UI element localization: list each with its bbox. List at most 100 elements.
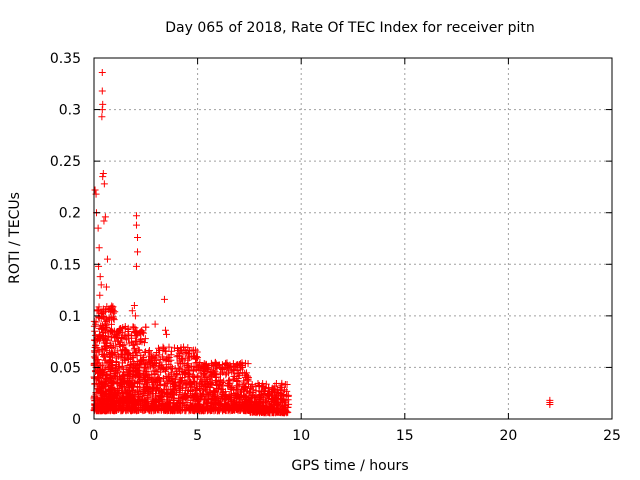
data-point [103, 315, 111, 323]
data-point [119, 393, 127, 401]
data-point [228, 368, 236, 376]
data-point [243, 369, 251, 377]
data-point [110, 316, 118, 324]
data-point [109, 314, 117, 322]
data-point [140, 357, 148, 365]
data-point [95, 244, 103, 252]
data-point [211, 387, 219, 395]
data-point [143, 395, 151, 403]
data-point [130, 360, 138, 368]
data-point [161, 326, 169, 334]
data-point [242, 395, 250, 403]
data-point [212, 373, 220, 381]
data-point [227, 362, 235, 370]
data-point [112, 332, 120, 340]
data-point [205, 380, 213, 388]
data-point [237, 386, 245, 394]
data-point [118, 396, 126, 404]
data-point [132, 212, 140, 220]
data-point [152, 384, 160, 392]
data-point [198, 372, 206, 380]
data-point [97, 281, 105, 289]
data-point [213, 364, 221, 372]
data-point [122, 365, 130, 373]
data-point [158, 361, 166, 369]
data-point [93, 397, 101, 405]
data-point [124, 397, 132, 405]
y-axis-label: ROTI / TECUs [7, 192, 23, 284]
data-point [99, 371, 107, 379]
data-point [233, 367, 241, 375]
data-point [124, 354, 132, 362]
x-tick-label: 25 [603, 428, 621, 444]
data-point [143, 373, 151, 381]
data-point [273, 386, 281, 394]
data-point [220, 377, 228, 385]
data-point [142, 369, 150, 377]
data-point [240, 379, 248, 387]
data-point [148, 353, 156, 361]
data-point [101, 366, 109, 374]
data-point [128, 307, 136, 315]
data-point [235, 393, 243, 401]
data-point [184, 386, 192, 394]
data-point [259, 382, 267, 390]
x-axis-label: GPS time / hours [291, 458, 408, 474]
data-point [100, 180, 108, 188]
data-point [91, 186, 99, 194]
data-point [185, 366, 193, 374]
data-point [215, 406, 223, 414]
data-point [243, 376, 251, 384]
data-point [279, 408, 287, 416]
data-point [164, 385, 172, 393]
data-point [179, 380, 187, 388]
data-point [255, 407, 263, 415]
data-point [210, 369, 218, 377]
data-point [146, 404, 154, 412]
data-point [252, 382, 260, 390]
data-point [112, 399, 120, 407]
data-point [159, 346, 167, 354]
data-point [224, 381, 232, 389]
data-point [94, 385, 102, 393]
data-point [219, 390, 227, 398]
data-point [180, 343, 188, 351]
data-point [151, 320, 159, 328]
data-point [123, 403, 131, 411]
data-point [107, 385, 115, 393]
data-point [285, 400, 293, 408]
data-point [235, 380, 243, 388]
data-point [282, 403, 290, 411]
data-point [169, 390, 177, 398]
data-point [126, 361, 134, 369]
data-point [145, 388, 153, 396]
data-point [104, 333, 112, 341]
data-point [185, 350, 193, 358]
data-point [124, 331, 132, 339]
data-point [106, 328, 114, 336]
data-point [253, 408, 261, 416]
data-point [115, 326, 123, 334]
data-point [163, 364, 171, 372]
data-point [135, 405, 143, 413]
data-point [116, 402, 124, 410]
data-point [152, 352, 160, 360]
data-point [103, 344, 111, 352]
data-point [248, 383, 256, 391]
y-tick-label: 0.05 [50, 360, 81, 376]
data-point [91, 380, 99, 388]
data-point [222, 406, 230, 414]
data-point [141, 335, 149, 343]
data-point [156, 381, 164, 389]
data-point [224, 396, 232, 404]
data-point [115, 364, 123, 372]
data-point [160, 365, 168, 373]
data-point [229, 401, 237, 409]
data-point [272, 380, 280, 388]
data-point [107, 327, 115, 335]
data-point [97, 378, 105, 386]
grid-layer [94, 58, 612, 419]
data-point [103, 255, 111, 263]
data-point [103, 371, 111, 379]
data-point [225, 376, 233, 384]
